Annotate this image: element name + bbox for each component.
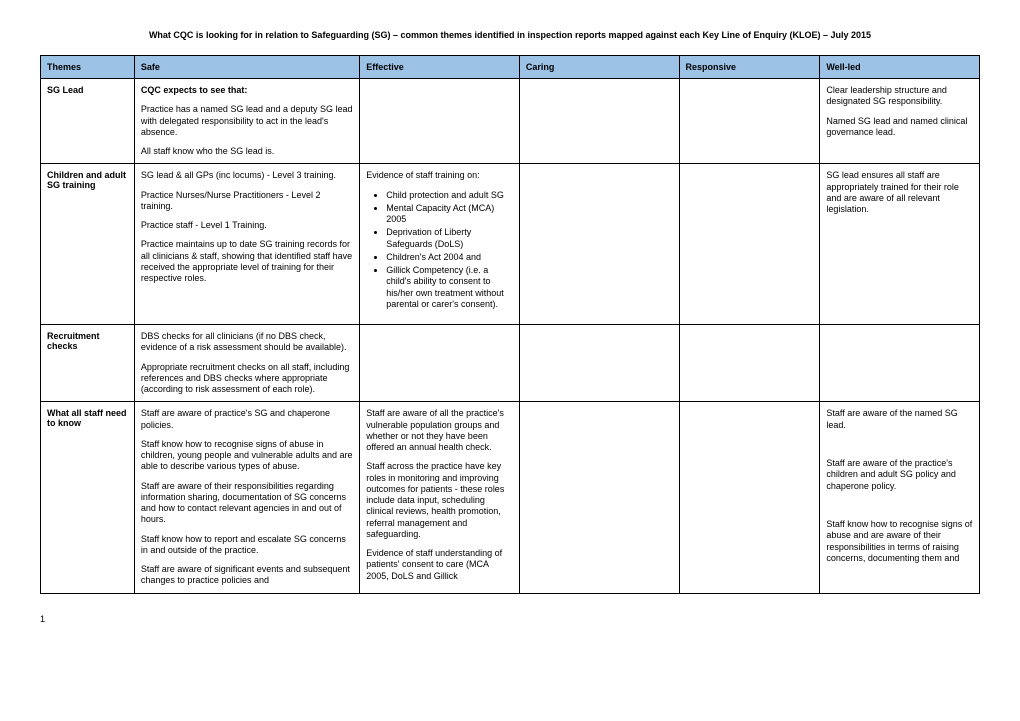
cell-list: Child protection and adult SG Mental Capa… (366, 190, 513, 311)
table-row: What all staff need to knowStaff are awa… (41, 402, 980, 593)
table-body: SG Lead CQC expects to see that: Practice … (41, 79, 980, 594)
cell-paragraph: Practice maintains up to date SG trainin… (141, 239, 353, 284)
cell-list-item: Deprivation of Liberty Safeguards (DoLS) (386, 227, 513, 250)
cell-paragraph: Staff are aware of the practice's childr… (826, 458, 973, 492)
table-cell (360, 79, 520, 164)
row-theme: Children and adult SG training (41, 164, 135, 325)
cell-paragraph: SG lead & all GPs (inc locums) - Level 3… (141, 170, 353, 181)
cell-list-item: Children's Act 2004 and (386, 252, 513, 263)
table-cell (679, 402, 820, 593)
cell-paragraph: Staff are aware of significant events an… (141, 564, 353, 587)
table-cell: Staff are aware of all the practice's vu… (360, 402, 520, 593)
table-cell (360, 325, 520, 402)
cell-paragraph: Practice Nurses/Nurse Practitioners - Le… (141, 190, 353, 213)
cell-paragraph: Staff know how to report and escalate SG… (141, 534, 353, 557)
table-cell (519, 164, 679, 325)
cell-paragraph: Staff are aware of practice's SG and cha… (141, 408, 353, 431)
table-cell (679, 79, 820, 164)
cell-paragraph: Appropriate recruitment checks on all st… (141, 362, 353, 396)
table-cell (820, 325, 980, 402)
cell-paragraph: Staff across the practice have key roles… (366, 461, 513, 540)
table-cell: Staff are aware of practice's SG and cha… (134, 402, 359, 593)
table-cell (679, 164, 820, 325)
table-row: Recruitment checks DBS checks for all cli… (41, 325, 980, 402)
column-header: Responsive (679, 56, 820, 79)
table-cell: CQC expects to see that: Practice has a n… (134, 79, 359, 164)
cell-paragraph: Evidence of staff understanding of patie… (366, 548, 513, 582)
table-cell: SG lead ensures all staff are appropriat… (820, 164, 980, 325)
cell-list-item: Mental Capacity Act (MCA) 2005 (386, 203, 513, 226)
table-row: Children and adult SG training SG lead & … (41, 164, 980, 325)
table-row: SG Lead CQC expects to see that: Practice … (41, 79, 980, 164)
table-cell: SG lead & all GPs (inc locums) - Level 3… (134, 164, 359, 325)
page-title: What CQC is looking for in relation to S… (40, 30, 980, 40)
table-cell: Staff are aware of the named SG lead. St… (820, 402, 980, 593)
table-cell: Clear leadership structure and designate… (820, 79, 980, 164)
cell-paragraph: Clear leadership structure and designate… (826, 85, 973, 108)
column-header: Caring (519, 56, 679, 79)
row-theme: Recruitment checks (41, 325, 135, 402)
table-header-row: ThemesSafeEffectiveCaringResponsiveWell-… (41, 56, 980, 79)
cell-spacer (826, 439, 973, 450)
cell-paragraph: SG lead ensures all staff are appropriat… (826, 170, 973, 215)
column-header: Effective (360, 56, 520, 79)
cell-paragraph: All staff know who the SG lead is. (141, 146, 353, 157)
page-number: 1 (40, 614, 980, 624)
cell-paragraph: DBS checks for all clinicians (if no DBS… (141, 331, 353, 354)
table-cell (519, 79, 679, 164)
cell-paragraph: Staff know how to recognise signs of abu… (826, 519, 973, 564)
row-theme: SG Lead (41, 79, 135, 164)
column-header: Well-led (820, 56, 980, 79)
column-header: Themes (41, 56, 135, 79)
table-cell: DBS checks for all clinicians (if no DBS… (134, 325, 359, 402)
cell-paragraph: Named SG lead and named clinical governa… (826, 116, 973, 139)
table-cell: Evidence of staff training on: Child prot… (360, 164, 520, 325)
cell-list-item: Gillick Competency (i.e. a child's abili… (386, 265, 513, 310)
cell-spacer (826, 500, 973, 511)
cell-paragraph: Staff are aware of their responsibilitie… (141, 481, 353, 526)
cell-paragraph: Practice has a named SG lead and a deput… (141, 104, 353, 138)
cell-paragraph: Staff are aware of the named SG lead. (826, 408, 973, 431)
cell-paragraph: Practice staff - Level 1 Training. (141, 220, 353, 231)
column-header: Safe (134, 56, 359, 79)
table-cell (519, 402, 679, 593)
table-cell (519, 325, 679, 402)
cell-paragraph: Staff are aware of all the practice's vu… (366, 408, 513, 453)
cell-paragraph: Evidence of staff training on: (366, 170, 513, 181)
cell-paragraph: Staff know how to recognise signs of abu… (141, 439, 353, 473)
cell-list-item: Child protection and adult SG (386, 190, 513, 201)
cell-paragraph: CQC expects to see that: (141, 85, 353, 96)
kloe-table: ThemesSafeEffectiveCaringResponsiveWell-… (40, 55, 980, 594)
table-cell (679, 325, 820, 402)
row-theme: What all staff need to know (41, 402, 135, 593)
